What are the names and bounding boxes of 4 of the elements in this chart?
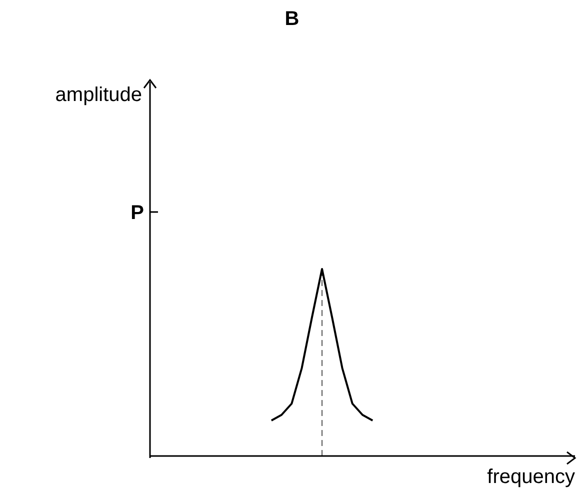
chart-title: B <box>284 8 300 31</box>
text: amplitude <box>55 84 142 107</box>
text: P <box>130 202 144 224</box>
x-axis-title: frequency <box>487 466 575 489</box>
